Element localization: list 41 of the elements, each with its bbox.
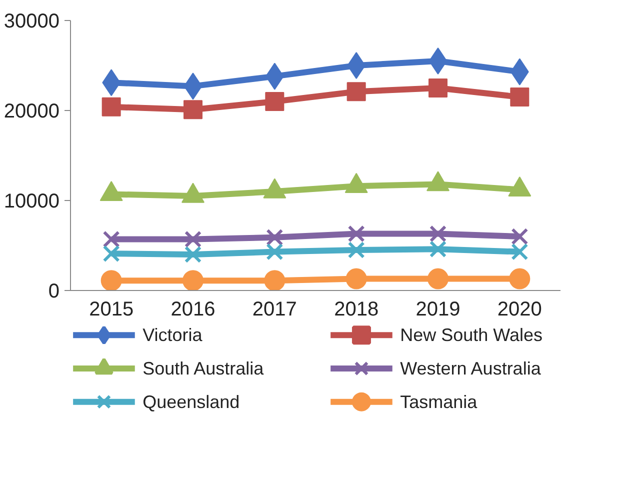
x-tick-label: 2018 — [334, 298, 379, 320]
point — [511, 243, 528, 260]
point — [509, 268, 530, 290]
point — [429, 240, 447, 258]
x-tick-label: 2017 — [252, 298, 297, 320]
point — [428, 48, 448, 74]
legend-label: South Australia — [142, 358, 265, 378]
point — [428, 78, 448, 98]
point — [346, 82, 366, 102]
legend-label: Victoria — [142, 325, 204, 346]
point — [184, 246, 202, 264]
point — [428, 268, 448, 290]
y-tick-label: 0 — [48, 280, 60, 302]
point — [429, 225, 447, 242]
point — [102, 97, 121, 116]
legend-label: Tasmania — [400, 392, 478, 412]
point — [182, 270, 204, 290]
legend-label: Queensland — [142, 392, 240, 412]
point — [511, 228, 528, 246]
y-tick-label: 10000 — [4, 190, 60, 212]
x-tick-label: 2019 — [416, 298, 460, 320]
point — [266, 243, 284, 260]
legend-label: New South Wales — [400, 325, 543, 346]
point — [102, 230, 120, 248]
point — [346, 268, 367, 290]
x-tick-label: 2016 — [170, 298, 216, 320]
point — [510, 88, 530, 106]
x-tick-label: 2015 — [89, 298, 134, 320]
point — [102, 245, 120, 262]
point — [264, 270, 286, 290]
y-tick-label: 30000 — [4, 10, 60, 32]
y-tick-label: 20000 — [4, 100, 60, 122]
point — [265, 92, 284, 111]
x-tick-label: 2020 — [497, 298, 542, 320]
legend-label: Western Australia — [400, 358, 542, 378]
point — [184, 100, 202, 120]
point — [348, 225, 365, 242]
point — [100, 270, 122, 290]
point — [184, 230, 202, 248]
point — [348, 241, 365, 259]
point — [266, 228, 284, 246]
